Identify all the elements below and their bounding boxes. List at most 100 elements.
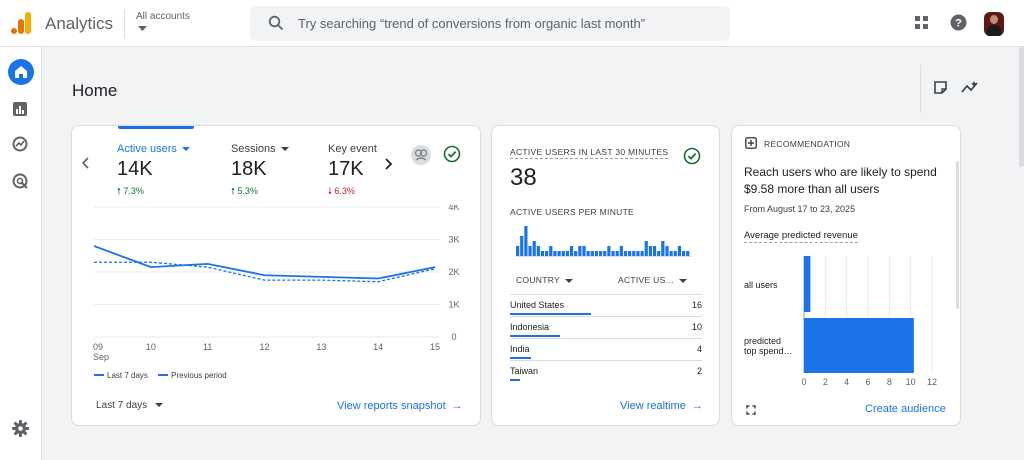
y-tick-label: 0: [451, 332, 456, 342]
arrow-down-icon: 🠗: [328, 186, 335, 196]
table-row[interactable]: Taiwan 2: [510, 361, 702, 383]
page-scrollbar[interactable]: [1019, 47, 1024, 167]
nav-home-button[interactable]: [8, 59, 34, 85]
search-input[interactable]: Try searching “trend of conversions from…: [298, 16, 646, 31]
bar: [516, 246, 520, 256]
date-range-dropdown[interactable]: Last 7 days: [96, 400, 164, 411]
metric-label: Sessions: [231, 143, 276, 155]
country-name: India: [510, 344, 530, 354]
bar: [652, 246, 657, 256]
home-icon: [15, 66, 27, 78]
bar: [628, 251, 632, 256]
metric-delta: 5.3%: [237, 186, 258, 196]
caret-down-icon: [181, 147, 190, 152]
view-realtime-link[interactable]: View realtime →: [620, 400, 703, 412]
bar: [520, 236, 524, 256]
series-line: [93, 245, 436, 280]
bar: [569, 246, 574, 256]
create-audience-link[interactable]: Create audience: [865, 403, 946, 415]
country-name: Indonesia: [510, 322, 550, 332]
note-icon[interactable]: [933, 80, 948, 95]
divider: [124, 10, 125, 38]
chart-title: Average predicted revenue: [744, 230, 858, 243]
check-circle-icon[interactable]: [683, 147, 701, 165]
view-reports-snapshot-link[interactable]: View reports snapshot →: [337, 400, 463, 412]
bar: [644, 241, 648, 256]
per-minute-bar-chart: [516, 226, 692, 257]
table-row[interactable]: India 4: [510, 339, 702, 361]
chevron-right-icon[interactable]: [385, 158, 393, 170]
metric-tab-key-event[interactable]: Key event 17K 🠗 6.3%: [328, 143, 377, 200]
bar: [636, 251, 640, 256]
metric-tab-sessions[interactable]: Sessions 18K 🠕 5.3%: [231, 143, 289, 200]
expand-icon[interactable]: [746, 405, 756, 415]
table-row[interactable]: United States 16: [510, 295, 702, 317]
bar: [682, 251, 686, 256]
metric-tab-active-users[interactable]: Active users 14K 🠕 7.3%: [117, 143, 190, 200]
reports-icon[interactable]: [12, 101, 28, 117]
metric-label: Key event: [328, 143, 377, 155]
account-picker-label[interactable]: All accounts: [136, 11, 190, 22]
divider: [510, 294, 702, 295]
compare-icon[interactable]: [411, 145, 431, 165]
check-circle-icon[interactable]: [443, 145, 461, 163]
bar: [804, 318, 914, 373]
bar: [549, 246, 553, 256]
recommendation-date: From August 17 to 23, 2025: [744, 204, 856, 214]
chevron-left-icon[interactable]: [81, 157, 89, 169]
bar: [594, 251, 599, 256]
arrow-right-icon: →: [691, 400, 703, 412]
share-bar: [510, 357, 532, 359]
caret-down-icon: [280, 147, 289, 152]
bar: [640, 251, 644, 256]
bar: [536, 246, 540, 256]
column-header-active-users[interactable]: ACTIVE US…: [618, 275, 688, 285]
x-tick-label: 10: [146, 342, 156, 352]
advertising-icon[interactable]: [12, 173, 28, 189]
x-tick-label: 10: [906, 377, 916, 387]
account-picker-caret-icon[interactable]: [138, 26, 147, 32]
bar-label: all users: [744, 280, 778, 290]
bar: [648, 246, 652, 256]
analytics-logo[interactable]: [11, 12, 33, 34]
country-value: 4: [696, 344, 702, 354]
y-tick-label: 4K: [448, 205, 459, 212]
bar: [665, 246, 669, 256]
settings-gear-icon[interactable]: [12, 420, 29, 437]
avatar[interactable]: [984, 12, 1004, 36]
x-tick-label: 2: [823, 377, 828, 387]
recommendation-headline: Reach users who are likely to spend $9.5…: [744, 165, 937, 196]
line-chart: 0 1K 2K 3K 4K 09 10 11 12 13 14 15 Sep: [93, 205, 460, 362]
recommendation-label: RECOMMENDATION: [764, 139, 851, 149]
bar: [565, 251, 569, 256]
bar: [615, 251, 619, 256]
explore-icon[interactable]: [12, 136, 28, 152]
table-row[interactable]: Indonesia 10: [510, 317, 702, 339]
x-tick-label: 0: [801, 377, 806, 387]
recommendation-card: RECOMMENDATION Reach users who are likel…: [731, 125, 961, 426]
bar: [574, 251, 578, 256]
share-bar: [510, 313, 591, 315]
series-line: [94, 261, 436, 283]
scrollbar[interactable]: [956, 161, 959, 309]
realtime-value: 38: [510, 164, 537, 191]
arrow-right-icon: →: [451, 400, 463, 412]
share-bar: [510, 335, 560, 337]
apps-grid-icon[interactable]: [915, 16, 929, 30]
insights-icon[interactable]: [961, 80, 979, 95]
search-bar[interactable]: Try searching “trend of conversions from…: [250, 6, 730, 41]
metric-label: Active users: [117, 143, 177, 155]
country-value: 16: [691, 300, 702, 310]
help-icon[interactable]: ?: [950, 14, 967, 31]
bar: [557, 251, 561, 256]
bar: [632, 251, 636, 256]
bar: [619, 246, 623, 256]
page-title: Home: [72, 81, 118, 100]
metric-value: 17K: [328, 158, 364, 180]
column-header-country[interactable]: COUNTRY: [516, 275, 573, 285]
bar: [545, 251, 549, 256]
caret-down-icon: [564, 278, 573, 283]
legend-previous: Previous period: [158, 371, 227, 380]
overview-card: Active users 14K 🠕 7.3% Sessions 18K 🠕 5…: [71, 125, 481, 426]
